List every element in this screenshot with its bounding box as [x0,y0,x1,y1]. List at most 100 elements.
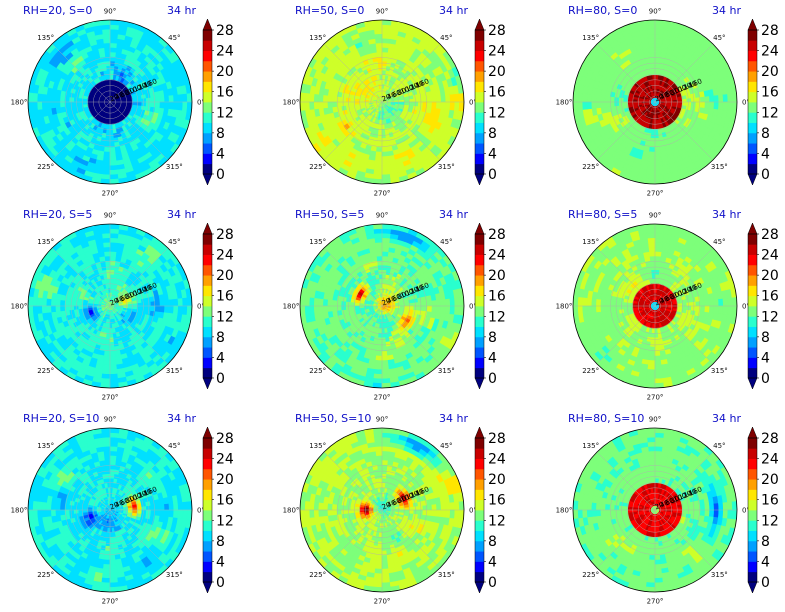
colorbar-tick-label: 20 [761,64,779,80]
colorbar-segment [203,438,212,449]
angle-tick-label: 270° [102,190,119,198]
colorbar-tick-label: 20 [216,64,234,80]
colorbar-extend-max [202,426,213,439]
polar-panel: 2040608010012014016090°45°0°315°270°225°… [11,208,234,402]
panel-time: 34 hr [439,412,468,425]
colorbar-segment [475,468,484,480]
colorbar-tick-label: 4 [488,350,497,366]
colorbar-segment [475,254,484,266]
angle-tick-label: 0° [469,99,477,107]
colorbar-tick-label: 0 [216,167,225,183]
colorbar-segment [203,336,212,348]
colorbar: 0 4 8 12 16 20 24 28 [202,426,234,594]
colorbar-segment [475,81,484,93]
colorbar-segment [748,367,757,379]
colorbar-segment [748,357,757,369]
angle-tick-label: 45° [713,442,725,450]
radius-tick-label: 40 [386,499,397,510]
angle-tick-label: 180° [11,303,28,311]
colorbar-tick-label: 4 [761,554,770,570]
colorbar-segment [475,285,484,297]
panel-time: 34 hr [167,412,196,425]
angle-tick-label: 225° [37,163,54,171]
colorbar-tick-label: 4 [761,350,770,366]
colorbar-tick-label: 12 [488,309,506,325]
angle-tick-label: 270° [102,394,119,402]
panel-title: RH=50, S=5 [295,208,364,221]
colorbar-tick-label: 0 [761,167,770,183]
angle-tick-label: 90° [104,416,116,424]
colorbar-segment [475,40,484,51]
colorbar-segment [203,60,212,72]
colorbar-segment [203,448,212,459]
colorbar-tick-label: 28 [488,23,506,39]
colorbar-segment [203,122,212,134]
angle-tick-label: 45° [168,442,180,450]
panel-title: RH=20, S=5 [23,208,92,221]
colorbar-extend-min [747,377,758,390]
radius-tick-label: 40 [114,295,125,306]
colorbar-tick-label: 16 [216,493,234,509]
colorbar-segment [475,479,484,490]
colorbar-segment [203,571,212,583]
colorbar-tick-label: 12 [488,513,506,529]
colorbar-segment [475,132,484,144]
colorbar-segment [203,530,212,542]
polar-panel: 2040608010012014016090°45°0°315°270°225°… [283,4,506,198]
angle-tick-label: 90° [376,8,388,16]
colorbar-segment [475,510,484,521]
contour-field [28,224,192,388]
colorbar-tick-label: 8 [761,126,770,142]
radius-tick-label: 60 [664,293,675,304]
colorbar-segment [475,540,484,552]
angle-tick-label: 315° [711,571,728,579]
contour-field [300,20,464,184]
colorbar-segment [203,468,212,480]
angle-tick-label: 180° [556,99,573,107]
radius-tick-label: 40 [114,499,125,510]
colorbar-segment [203,479,212,490]
colorbar-segment [748,60,757,72]
colorbar-extend-min [474,581,485,594]
colorbar-tick-label: 0 [488,371,497,387]
radius-tick-label: 20 [654,501,665,512]
polar-border [27,19,193,185]
colorbar-segment [203,244,212,255]
colorbar-extend-min [474,173,485,186]
colorbar-segment [475,91,484,103]
colorbar-segment [748,295,757,307]
radius-tick-label: 40 [114,91,125,102]
colorbar-segment [475,336,484,348]
colorbar-segment [475,561,484,573]
colorbar-segment [475,438,484,449]
panel-time: 34 hr [712,208,741,221]
colorbar-tick-label: 24 [488,248,506,264]
panel-time: 34 hr [712,4,741,17]
colorbar-segment [475,71,484,82]
radius-tick-label: 80 [124,494,135,505]
colorbar-segment [475,448,484,459]
colorbar-segment [475,530,484,542]
radius-tick-label: 40 [659,91,670,102]
colorbar-tick-label: 4 [488,554,497,570]
colorbar-segment [203,295,212,307]
radius-tick-label: 60 [664,89,675,100]
colorbar-segment [475,489,484,501]
angle-tick-label: 270° [647,394,664,402]
colorbar-extend-max [747,18,758,31]
colorbar: 0 4 8 12 16 20 24 28 [202,18,234,186]
colorbar-segment [748,102,757,113]
radius-tick-label: 60 [664,497,675,508]
colorbar: 0 4 8 12 16 20 24 28 [474,18,506,186]
radius-tick-label: 80 [669,290,680,301]
colorbar-segment [748,306,757,317]
polar-panel: 2040608010012014016090°45°0°315°270°225°… [556,412,779,606]
colorbar-tick-label: 8 [216,330,225,346]
colorbar-tick-label: 20 [216,472,234,488]
colorbar-tick-label: 16 [488,493,506,509]
polar-border [572,19,738,185]
radius-tick-label: 60 [391,89,402,100]
angle-tick-label: 0° [469,303,477,311]
angle-tick-label: 0° [742,303,750,311]
